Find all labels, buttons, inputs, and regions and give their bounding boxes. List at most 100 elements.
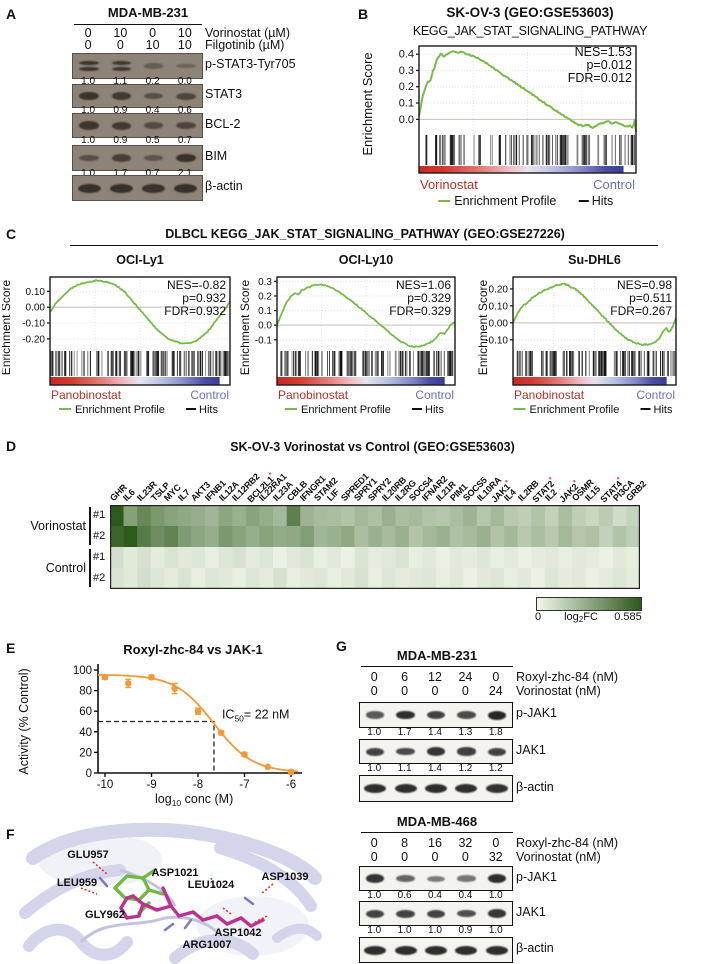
y-tick-label: 0.2 xyxy=(399,81,414,93)
panel-a-dose-label: Filgotinib (µM) xyxy=(205,38,285,52)
protein-ribbon xyxy=(23,923,133,961)
heatmap-cell xyxy=(313,505,328,527)
heatmap-cell xyxy=(449,526,464,548)
panel-a-band xyxy=(79,91,99,101)
panel-g1-band xyxy=(485,784,508,793)
heatmap-cell xyxy=(354,568,369,590)
heatmap-cell xyxy=(191,505,206,527)
panel-g1-quant-value: 1.4 xyxy=(428,763,442,774)
y-tick-label: -0.10 xyxy=(22,319,45,330)
panel-g1-blot-strip xyxy=(359,739,513,764)
panel-a-quant-value: 1.0 xyxy=(81,168,96,179)
ligand-magenta-stick xyxy=(161,886,173,908)
ligand-green-stick xyxy=(113,886,127,900)
heatmap-cell xyxy=(544,526,559,548)
panel-g1-blot-label: p-JAK1 xyxy=(516,706,557,720)
panel-d-title: SK-OV-3 Vorinostat vs Control (GEO:GSE53… xyxy=(230,440,515,454)
y-tick-label: 0.4 xyxy=(399,49,414,61)
heatmap-group-bracket xyxy=(89,549,91,587)
panel-g2-blot-label: JAK1 xyxy=(516,904,546,919)
heatmap-cell xyxy=(572,547,586,569)
panel-g1-quant-value: 1.7 xyxy=(397,727,412,738)
panel-g2-blot-strip xyxy=(359,937,513,963)
panel-a-blot-strip xyxy=(72,84,203,108)
heatmap-cell xyxy=(585,547,600,569)
heatmap-cell xyxy=(490,505,505,527)
panel-a-band xyxy=(143,122,164,129)
heatmap-cell xyxy=(177,526,192,548)
panel-g1-dose-value: 0 xyxy=(370,670,378,684)
panel-g1-dose-value: 24 xyxy=(488,684,503,698)
panel-a-blot-label: β-actin xyxy=(205,179,243,193)
ligand-green-stick xyxy=(147,888,165,896)
panel-g1-dose-label: Roxyl-zhc-84 (nM) xyxy=(516,670,619,684)
panel-g1-blot-strip xyxy=(359,775,513,802)
colorbar-min-label: 0 xyxy=(534,611,542,623)
panel-c-gsea-sudhl6: Su-DHL6 0.20 0.10 0.00 -0.10 NES=0.98 p=0.511 F… xyxy=(468,252,702,418)
panel-a-quant-value: 2.1 xyxy=(177,168,192,179)
panel-g2-quant-value: 0.4 xyxy=(458,890,473,901)
control-label: Control xyxy=(190,388,229,402)
stats-line: NES=1.06 xyxy=(396,278,451,292)
panel-a-dose-value: 10 xyxy=(177,26,192,40)
panel-a-band xyxy=(174,183,198,193)
heatmap-cell xyxy=(558,505,573,527)
panel-a-dose-value: 10 xyxy=(177,38,192,52)
ic50-dashed-line xyxy=(98,720,215,773)
plot-box xyxy=(276,276,456,386)
x-tick-label: -10 xyxy=(97,779,114,791)
panel-d-label: D xyxy=(6,438,17,454)
panel-g1-quant-value: 1.3 xyxy=(458,727,473,738)
enrichment-curve xyxy=(512,282,677,346)
residue-sidechain xyxy=(98,876,109,888)
heatmap-cell xyxy=(205,547,220,569)
heatmap-cell xyxy=(273,505,287,527)
heatmap-cell xyxy=(286,547,301,569)
panel-g2-band xyxy=(487,909,506,918)
ligand-magenta-stick xyxy=(225,916,243,926)
panel-a-band xyxy=(79,121,99,130)
y-tick-label: 0.10 xyxy=(489,301,509,312)
y-tick-label: 0.10 xyxy=(26,287,46,298)
heatmap-cell xyxy=(354,505,369,527)
panel-g1-band xyxy=(425,784,447,793)
panel-a-quant-value: 0.6 xyxy=(177,105,192,116)
heatmap-cell xyxy=(585,568,600,590)
control-label: Control xyxy=(415,388,454,402)
y-tick-label: 40 xyxy=(79,727,92,739)
heatmap-cell xyxy=(531,505,546,527)
heatmap-cell xyxy=(123,505,138,527)
panel-b-label: B xyxy=(358,6,369,22)
heatmap-grid xyxy=(109,504,641,590)
ligand-magenta-stick xyxy=(131,894,145,906)
panel-g1-dose-value: 0 xyxy=(401,684,409,698)
colorbar-label-sub: 2 xyxy=(578,615,584,624)
panel-g1-dose-label: Vorinostat (nM) xyxy=(516,684,601,698)
legend-hits-label: Hits xyxy=(199,404,218,416)
panel-g1-blot-label: JAK1 xyxy=(516,742,546,757)
legend-profile-label: Enrichment Profile xyxy=(75,404,165,416)
heatmap-cell xyxy=(517,526,532,548)
panel-g2-band xyxy=(425,945,447,955)
heatmap-border xyxy=(109,504,641,590)
panel-a-blot-strip xyxy=(72,53,203,79)
legend-hits-label: Hits xyxy=(425,404,444,416)
heatmap-cell xyxy=(110,547,124,569)
heatmap-cell xyxy=(544,568,559,590)
hbond-dashed xyxy=(80,887,98,895)
residue-label: ASP1042 xyxy=(214,927,261,939)
heatmap-cell xyxy=(245,547,260,569)
dose-title: Roxyl-zhc-84 vs JAK-1 xyxy=(123,642,262,657)
heatmap-cell xyxy=(259,547,274,569)
heatmap-cell xyxy=(137,526,152,548)
heatmap-cell xyxy=(531,547,546,569)
heatmap-cell xyxy=(436,526,451,548)
colorbar-label: log2FC xyxy=(564,611,598,624)
ligand-magenta-stick xyxy=(169,904,181,918)
panel-g2-quant-value: 1.0 xyxy=(367,890,382,901)
panel-g2-band xyxy=(487,874,506,883)
heatmap-cell xyxy=(110,526,124,548)
gsea-subplot-title: OCI-Ly10 xyxy=(339,253,393,267)
data-point xyxy=(287,768,295,776)
